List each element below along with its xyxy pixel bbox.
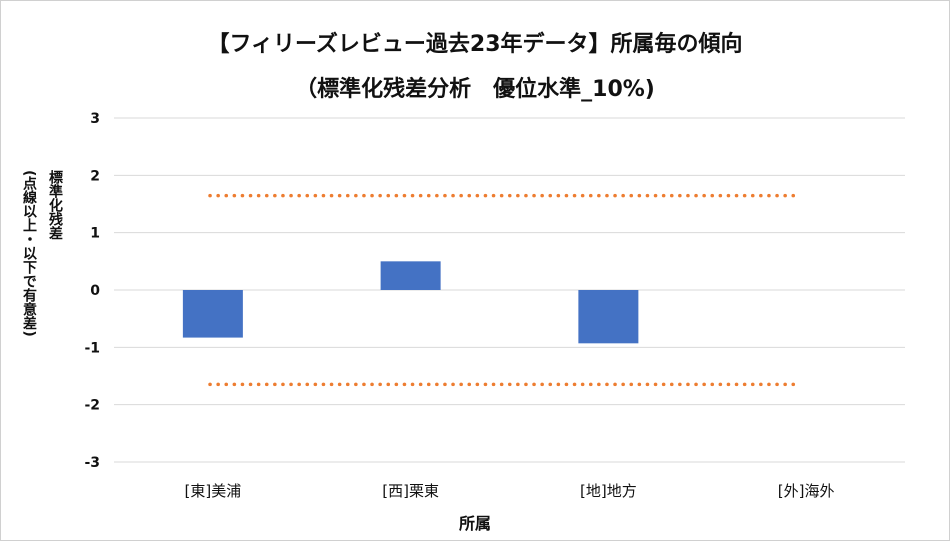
y-axis-label: 標準化残差 — [47, 170, 63, 240]
y-tick-label: -1 — [84, 340, 100, 356]
y-tick-label: -3 — [84, 455, 100, 471]
y-tick-label: -2 — [84, 398, 100, 414]
x-axis-label: 所属 — [458, 514, 491, 533]
y-tick-label: 3 — [90, 111, 100, 127]
x-tick-label: [西]栗東 — [382, 482, 439, 500]
chart-title-line1: 【フィリーズレビュー過去23年データ】所属毎の傾向 — [207, 32, 743, 57]
chart-title-line2: （標準化残差分析 優位水準_10%) — [295, 77, 655, 102]
x-tick-label: [東]美浦 — [185, 482, 242, 500]
y-tick-label: 0 — [90, 283, 100, 299]
y-tick-label: 1 — [90, 226, 100, 242]
bar — [578, 290, 639, 344]
bar — [182, 290, 243, 338]
bar — [380, 261, 441, 290]
y-tick-label: 2 — [90, 168, 100, 184]
y-axis-label-group: 標準化残差 (点線以上・以下で有意差) — [14, 170, 70, 450]
x-tick-label: [地]地方 — [580, 482, 637, 500]
x-tick-label: [外]海外 — [778, 482, 835, 500]
y-axis-note: (点線以上・以下で有意差) — [21, 170, 37, 337]
